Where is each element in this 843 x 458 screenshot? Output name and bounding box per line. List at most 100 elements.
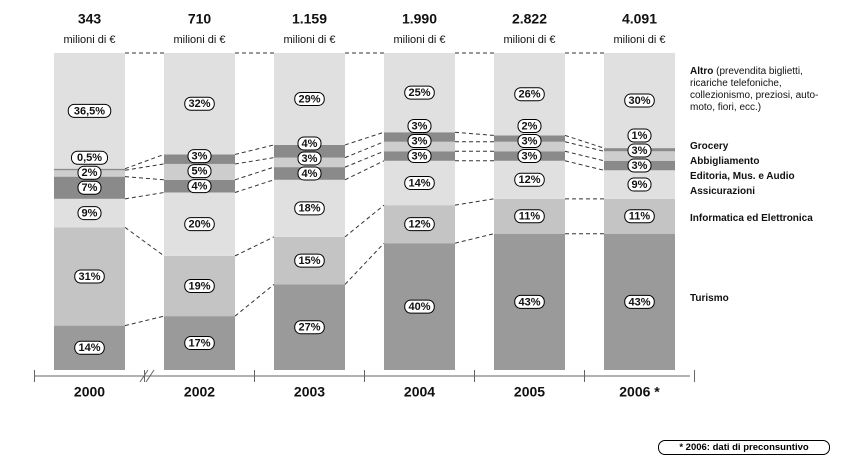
total-unit: milioni di € [504,34,556,46]
connector [124,191,165,200]
value-label: 20% [188,219,210,231]
total-label: 1.990 [402,11,437,27]
connector [564,141,605,152]
value-label: 3% [632,145,648,157]
label-box [184,217,215,232]
connector [124,153,165,170]
label-box [627,143,652,158]
label-box [514,172,545,187]
connector [454,233,495,244]
total-unit: milioni di € [614,34,666,46]
label-box [184,336,215,351]
label-box [404,217,435,232]
value-label: 36,5% [74,105,105,117]
value-label: 15% [298,255,320,267]
value-label: 14% [78,342,100,354]
total-unit: milioni di € [174,34,226,46]
value-label: 3% [632,160,648,172]
label-box [624,294,655,309]
connector [564,160,605,171]
value-label: 29% [298,93,320,105]
connector [124,315,165,327]
label-box [187,149,212,164]
value-label: 4% [192,181,208,193]
connector [344,242,385,285]
label-box [624,93,655,108]
label-box [294,320,325,335]
value-label: 12% [408,219,430,231]
label-box [74,269,105,284]
value-label: 2% [82,167,98,179]
label-box [77,165,102,180]
value-label: 3% [522,150,538,162]
label-box [294,201,325,216]
total-label: 4.091 [622,11,657,27]
label-box [514,87,545,102]
label-box [627,158,652,173]
label-box [294,253,325,268]
connector [344,204,385,238]
value-label: 3% [412,120,428,132]
label-box [184,278,215,293]
axis-break [145,369,155,383]
value-label: 31% [78,271,100,283]
legend-entry: Grocery [690,141,729,152]
value-label: 14% [408,177,430,189]
value-label: 26% [518,89,540,101]
x-tick-label: 2000 [74,384,105,400]
total-label: 1.159 [292,11,327,27]
label-box [297,151,322,166]
value-label: 7% [82,182,98,194]
total-label: 710 [188,11,212,27]
label-box [187,179,212,194]
value-label: 2% [522,120,538,132]
value-label: 3% [412,135,428,147]
label-box [184,96,215,111]
connector [124,226,165,257]
total-label: 343 [78,11,102,27]
value-label: 25% [408,87,430,99]
label-box [74,340,105,355]
value-label: 9% [82,207,98,219]
total-unit: milioni di € [284,34,336,46]
connector [124,163,165,171]
x-tick-label: 2003 [294,384,325,400]
value-label: 30% [628,95,650,107]
legend-entry: Abbigliamento [690,156,760,167]
connector [344,160,385,181]
value-label: 3% [522,135,538,147]
legend-entry: Editoria, Mus. e Audio [690,171,795,182]
label-box [297,166,322,181]
label-box [77,206,102,221]
label-box [404,175,435,190]
label-box [517,119,542,134]
value-label: 40% [408,301,430,313]
label-box [67,103,112,118]
connector [124,176,165,181]
label-box [517,134,542,149]
bar-segment [274,144,345,158]
x-tick-label: 2005 [514,384,545,400]
connector [234,284,275,317]
legend-entry: Informatica ed Elettronica [690,213,813,224]
connector [234,236,275,257]
label-box [627,177,652,192]
label-box [294,91,325,106]
connector [344,131,385,146]
legend-entry: Turismo [690,293,729,304]
label-box [514,209,545,224]
label-box [517,149,542,164]
value-label: 3% [302,153,318,165]
value-label: 17% [188,337,210,349]
connector [344,141,385,159]
x-tick-label: 2004 [404,384,435,400]
label-box [407,119,432,134]
total-unit: milioni di € [64,34,116,46]
connector [454,131,495,136]
connector [564,150,605,162]
legend-entry: Altro (prevendita biglietti, ricariche t… [690,66,819,113]
value-label: 4% [302,138,318,150]
value-label: 19% [188,280,210,292]
x-tick-label: 2006 * [619,384,660,400]
label-box [71,150,108,165]
